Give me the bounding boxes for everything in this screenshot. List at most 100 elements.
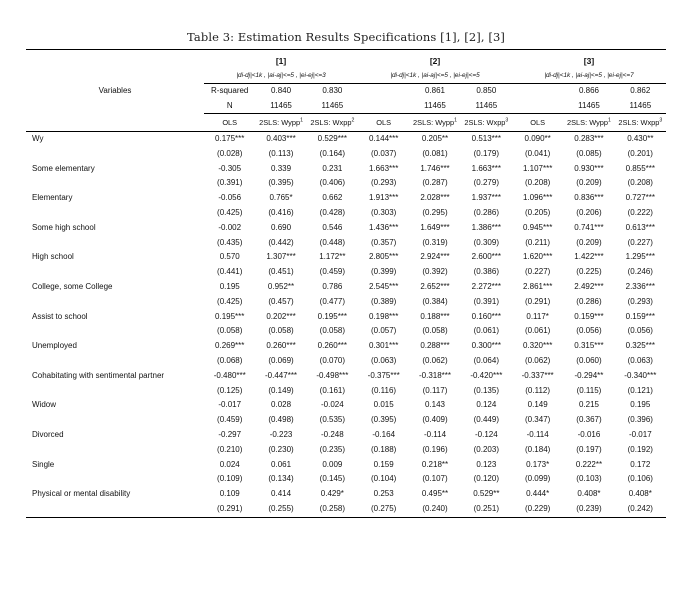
coefficient-value: 0.195*** xyxy=(317,311,348,321)
standard-error-value: (0.235) xyxy=(319,444,346,454)
coefficient-value: 0.024 xyxy=(219,459,240,469)
coefficient-value: 0.123 xyxy=(476,459,497,469)
coefficient-value: 0.009 xyxy=(322,459,343,469)
standard-error-value: (0.205) xyxy=(524,207,551,217)
coefficient-value: 1.663*** xyxy=(471,163,501,173)
coefficient-value: 0.741*** xyxy=(574,222,604,232)
standard-error-value: (0.222) xyxy=(627,207,653,217)
standard-error-value: (0.367) xyxy=(576,415,602,425)
standard-error-value: (0.116) xyxy=(371,385,397,395)
coefficient-value: 0.015 xyxy=(373,400,394,410)
spacer-cell xyxy=(26,176,204,191)
coefficient-value: 1.649*** xyxy=(420,222,450,232)
standard-error-value: (0.112) xyxy=(525,385,551,395)
coefficient-value: 0.173* xyxy=(526,459,550,469)
coefficient-value: 0.159*** xyxy=(574,311,604,321)
standard-error-row: (0.441) (0.451) (0.459) (0.399) (0.392) (0.38… xyxy=(26,265,666,280)
coefficient-value: 0.930*** xyxy=(574,163,604,173)
standard-error-value: (0.498) xyxy=(268,415,294,425)
coefficient-value: 2.861*** xyxy=(522,281,553,291)
standard-error-value: (0.120) xyxy=(473,474,499,484)
estimation-results-table: [1] [2] [3] |di-dj|<1k , |ai-aj|<=5 , |ei-e… xyxy=(26,49,666,518)
standard-error-value: (0.063) xyxy=(627,355,653,365)
table-title: Table 3: Estimation Results Specificatio… xyxy=(187,30,505,44)
standard-error-value: (0.395) xyxy=(371,415,397,425)
variable-label: Wy xyxy=(32,134,44,143)
coefficient-row: Assist to school 0.195*** 0.202*** 0.195***… xyxy=(26,310,666,325)
standard-error-value: (0.113) xyxy=(268,148,294,158)
coefficient-value: 0.149 xyxy=(527,400,548,410)
variable-label: Physical or mental disability xyxy=(32,489,131,499)
coefficient-value: 1.620*** xyxy=(522,252,553,262)
stat-value: 11465 xyxy=(255,98,307,114)
coefficient-value: 0.339 xyxy=(271,163,292,173)
r-squared-row: Variables R-squared 0.840 0.830 0.861 0.850 0.… xyxy=(26,84,666,99)
coefficient-value: 0.218** xyxy=(421,459,449,469)
coefficient-value: 1.172** xyxy=(319,252,346,262)
coefficient-value: 0.325*** xyxy=(625,341,655,351)
coefficient-value: 0.202*** xyxy=(266,311,296,321)
coefficient-value: -0.498*** xyxy=(316,370,349,380)
standard-error-value: (0.347) xyxy=(524,415,551,425)
coefficient-value: 0.028 xyxy=(271,400,292,410)
coefficient-value: 1.937*** xyxy=(471,193,501,203)
standard-error-value: (0.396) xyxy=(627,415,653,425)
standard-error-value: (0.085) xyxy=(576,148,602,158)
standard-error-value: (0.391) xyxy=(473,296,499,306)
standard-error-value: (0.164) xyxy=(319,148,346,158)
standard-error-row: (0.435) (0.442) (0.448) (0.357) (0.319) (0.30… xyxy=(26,236,666,251)
coefficient-row: College, some College 0.195 0.952** 0.786 2.… xyxy=(26,280,666,295)
standard-error-value: (0.061) xyxy=(473,326,499,336)
standard-error-value: (0.149) xyxy=(268,385,294,395)
standard-error-value: (0.425) xyxy=(217,296,243,306)
stat-value xyxy=(512,84,563,99)
standard-error-value: (0.428) xyxy=(319,207,346,217)
coefficient-value: 1.295*** xyxy=(625,252,655,262)
coefficient-value: 0.195 xyxy=(630,400,651,410)
coefficient-row: Some high school -0.002 0.690 0.546 1.436***… xyxy=(26,221,666,236)
standard-error-value: (0.208) xyxy=(627,178,653,188)
standard-error-value: (0.386) xyxy=(473,267,499,277)
coefficient-value: 0.215 xyxy=(578,400,599,410)
variable-label: Unemployed xyxy=(32,341,77,351)
standard-error-value: (0.309) xyxy=(473,237,499,247)
coefficient-row: High school 0.570 1.307*** 1.172** 2.805*** 2… xyxy=(26,250,666,265)
coefficient-value: -0.056 xyxy=(218,193,242,203)
standard-error-value: (0.058) xyxy=(319,326,346,336)
coefficient-value: 1.422*** xyxy=(574,252,604,262)
standard-error-value: (0.255) xyxy=(255,501,307,518)
coefficient-value: 0.513*** xyxy=(471,134,501,143)
standard-error-value: (0.058) xyxy=(422,326,448,336)
group-spec-1: |di-dj|<1k , |ai-aj|<=5 , |ei-ej|<=3 xyxy=(204,70,359,84)
coefficient-value: 0.300*** xyxy=(471,341,501,351)
coefficient-value: 0.231 xyxy=(322,163,343,173)
coefficient-value: -0.016 xyxy=(577,429,601,439)
standard-error-value: (0.188) xyxy=(371,444,397,454)
coefficient-row: Cohabitating with sentimental partner -0.… xyxy=(26,369,666,384)
coefficient-value: 0.613*** xyxy=(625,222,655,232)
estimator-header: 2SLS: Wypp1 xyxy=(563,113,615,132)
standard-error-value: (0.109) xyxy=(217,474,243,484)
spacer-cell xyxy=(26,443,204,458)
standard-error-value: (0.062) xyxy=(524,355,551,365)
stat-value: 11465 xyxy=(409,98,461,114)
stat-value: 0.862 xyxy=(630,86,651,95)
standard-error-value: (0.099) xyxy=(524,474,551,484)
variable-label: Cohabitating with sentimental partner xyxy=(32,370,165,380)
standard-error-value: (0.449) xyxy=(473,415,499,425)
coefficient-value: -0.305 xyxy=(218,163,242,173)
coefficient-value: -0.294** xyxy=(574,370,604,380)
coefficient-value: 0.430** xyxy=(627,134,654,143)
standard-error-row: (0.058) (0.058) (0.058) (0.057) (0.058) (0.06… xyxy=(26,324,666,339)
spacer-cell xyxy=(26,354,204,369)
standard-error-value: (0.209) xyxy=(576,237,602,247)
group-label-3: [3] xyxy=(583,56,595,66)
standard-error-row: (0.068) (0.069) (0.070) (0.063) (0.062) (0.06… xyxy=(26,354,666,369)
variable-label: Divorced xyxy=(32,429,64,439)
standard-error-value: (0.416) xyxy=(268,207,294,217)
coefficient-value: 0.315*** xyxy=(574,341,604,351)
group-spec-3: |di-dj|<1k , |ai-aj|<=5 , |ei-ej|<=7 xyxy=(512,70,666,84)
coefficient-value: 0.690 xyxy=(271,222,292,232)
standard-error-value: (0.201) xyxy=(627,148,653,158)
coefficient-row: Elementary -0.056 0.765* 0.662 1.913*** 2.028… xyxy=(26,191,666,206)
